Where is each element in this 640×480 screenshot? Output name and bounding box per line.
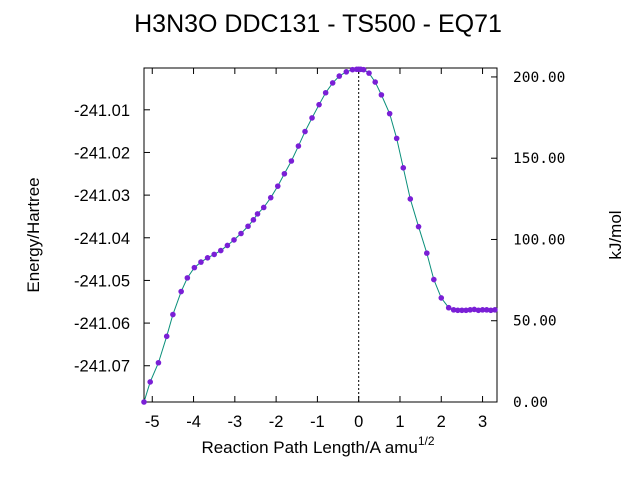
x-tick-label: -5 xyxy=(145,413,160,431)
y2-tick-label: 0.00 xyxy=(513,395,548,411)
data-point xyxy=(438,295,445,301)
data-point xyxy=(198,259,204,265)
data-point xyxy=(415,223,422,230)
x-tick-label: -3 xyxy=(227,413,242,431)
tick-labels: -241.01 -241.02 -241.03 -241.04 -241.05 -241.… xyxy=(74,70,565,431)
x-tick-label: -1 xyxy=(310,413,325,431)
y-tick-label: -241.07 xyxy=(74,358,130,376)
y-axis-label: Energy/Hartree xyxy=(24,177,43,292)
data-point xyxy=(224,242,231,249)
data-point xyxy=(372,79,379,85)
data-point xyxy=(393,135,400,142)
x-tick-label: 2 xyxy=(437,413,446,431)
data-point xyxy=(316,101,322,108)
y2-tick-label: 200.00 xyxy=(513,70,565,86)
data-point xyxy=(250,217,257,223)
y-tick-label: -241.05 xyxy=(74,272,130,290)
data-point xyxy=(302,128,308,135)
data-point xyxy=(349,66,356,73)
y-tick-label: -241.04 xyxy=(74,230,130,248)
data-point xyxy=(295,143,302,149)
x-tick-label: -4 xyxy=(186,413,201,431)
series-markers xyxy=(141,66,498,405)
data-point xyxy=(281,170,288,177)
y-tick-label: -241.01 xyxy=(74,102,130,120)
data-point xyxy=(336,73,343,79)
data-point xyxy=(288,158,295,164)
data-point xyxy=(459,307,465,314)
data-point xyxy=(245,223,251,230)
data-point xyxy=(329,80,336,86)
data-point xyxy=(450,307,457,313)
data-point xyxy=(309,115,315,121)
data-point xyxy=(378,92,385,98)
plot-frame xyxy=(143,67,498,403)
data-point xyxy=(170,311,176,318)
x-tick-label: 1 xyxy=(395,413,404,431)
y2-axis-label: kJ/mol xyxy=(606,210,625,259)
data-point xyxy=(141,399,147,405)
data-point xyxy=(267,194,274,201)
data-point xyxy=(155,359,162,366)
y-tick-label: -241.06 xyxy=(74,315,130,333)
data-point xyxy=(343,69,350,75)
data-point xyxy=(260,204,267,211)
x-tick-label: 0 xyxy=(354,413,363,431)
data-point xyxy=(191,264,198,271)
data-point xyxy=(254,211,261,217)
y2-tick-label: 150.00 xyxy=(513,151,565,167)
y2-tick-label: 50.00 xyxy=(513,314,557,330)
data-point xyxy=(204,255,211,261)
y-tick-label: -241.03 xyxy=(74,187,130,205)
x-tick-label: -2 xyxy=(269,413,284,431)
data-point xyxy=(400,165,407,171)
data-point xyxy=(431,276,437,283)
data-point xyxy=(322,89,329,96)
data-point xyxy=(360,66,367,73)
data-point xyxy=(454,307,461,314)
data-point xyxy=(445,304,452,311)
x-axis-label-superscript: 1/2 xyxy=(418,434,435,448)
data-point xyxy=(274,183,281,189)
data-point xyxy=(483,307,490,313)
x-tick-label: 3 xyxy=(478,413,487,431)
data-point xyxy=(475,307,482,314)
data-point xyxy=(366,70,372,76)
chart-title: H3N3O DDC131 - TS500 - EQ71 xyxy=(134,10,502,38)
x-axis-label: Reaction Path Length/A amu1/2 xyxy=(201,434,434,457)
data-point xyxy=(211,251,217,258)
data-point xyxy=(479,307,486,313)
data-point xyxy=(407,196,414,202)
x-axis-label-text: Reaction Path Length/A amu xyxy=(201,438,417,457)
data-point xyxy=(238,230,244,237)
data-point xyxy=(217,247,224,254)
series-line xyxy=(143,68,495,403)
data-point xyxy=(488,307,494,314)
data-point xyxy=(467,307,473,313)
data-point xyxy=(147,379,153,385)
y2-tick-label: 100.00 xyxy=(513,232,565,248)
data-point xyxy=(163,333,170,340)
data-point xyxy=(424,250,430,256)
data-point xyxy=(184,275,191,281)
data-point xyxy=(492,307,498,313)
data-point xyxy=(463,307,469,314)
axis-ticks xyxy=(144,68,497,403)
data-point xyxy=(178,288,184,295)
data-point xyxy=(231,237,237,243)
data-point xyxy=(386,110,393,117)
y-tick-label: -241.02 xyxy=(74,144,130,162)
